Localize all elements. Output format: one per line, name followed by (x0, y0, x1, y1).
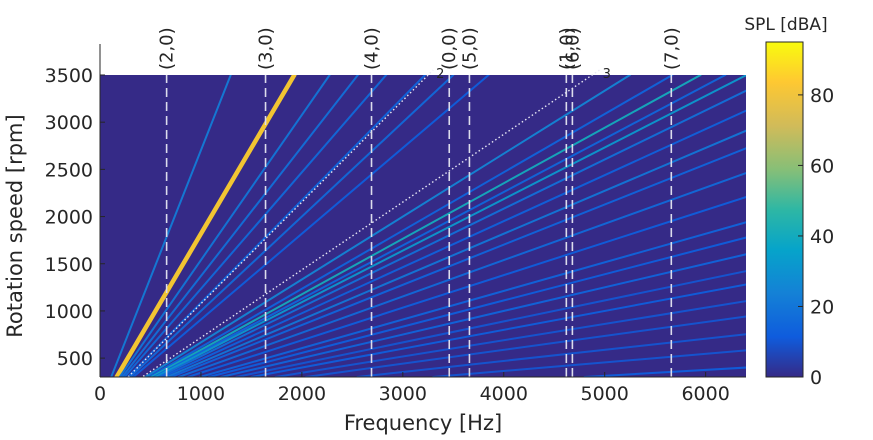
y-tick-label: 2000 (45, 207, 93, 229)
y-tick-label: 1500 (45, 254, 93, 276)
x-tick-label: 5000 (581, 383, 629, 405)
colorbar-tick-label: 60 (810, 155, 834, 177)
mode-label: (5,0) (459, 27, 480, 70)
colorbar-tick-label: 0 (810, 367, 822, 389)
order-reference-label: 2 (436, 67, 444, 82)
order-track (123, 75, 388, 377)
mode-label: (1,0) (556, 27, 577, 70)
x-tick-label: 4000 (480, 383, 528, 405)
colorbar-title: SPL [dBA] (744, 15, 827, 35)
order-track (220, 253, 746, 377)
x-tick-label: 6000 (681, 383, 729, 405)
x-tick-label: 0 (94, 383, 106, 405)
order-track (177, 171, 746, 377)
x-ticks: 0 1000 2000 3000 4000 5000 6000 (94, 372, 730, 405)
mode-label: (2,0) (157, 27, 178, 70)
mode-label: (4,0) (362, 27, 383, 70)
order-track (250, 283, 746, 377)
order-track (154, 75, 746, 377)
y-tick-label: 1000 (45, 301, 93, 323)
order-track (198, 221, 746, 377)
order-track (152, 75, 727, 377)
order-reference-label: 3 (603, 67, 611, 82)
order-track (161, 109, 746, 377)
colorbar-tick-label: 40 (810, 226, 834, 248)
order-track (110, 75, 232, 377)
mode-label: (3,0) (256, 27, 277, 70)
order-track (118, 75, 331, 377)
order-track (235, 270, 746, 377)
mode-label: (6,0) (562, 27, 583, 70)
order-track (274, 300, 746, 377)
mode-lines: (2,0) (3,0) (4,0) (0,0) (5,0) (1,0)(6,0) (7,0) (157, 27, 682, 377)
colorbar-tick-label: 20 (810, 296, 834, 318)
order-reference-line (127, 69, 434, 377)
y-ticks: 500 1000 1500 2000 2500 3000 3500 (45, 65, 105, 370)
order-track (208, 236, 746, 377)
order-track (132, 75, 490, 377)
x-tick-label: 3000 (379, 383, 427, 405)
order-track (121, 75, 359, 377)
y-tick-label: 3000 (45, 112, 93, 134)
y-tick-label: 3500 (45, 65, 93, 87)
order-track (129, 75, 455, 377)
x-tick-label: 1000 (177, 383, 225, 405)
order-reference-line (140, 69, 601, 377)
order-track (150, 75, 702, 377)
y-axis-title: Rotation speed [rpm] (3, 114, 27, 337)
order-track (126, 75, 427, 377)
order-track (148, 75, 674, 377)
x-axis-title: Frequency [Hz] (344, 411, 502, 435)
x-tick-label: 2000 (278, 383, 326, 405)
order-track (186, 195, 746, 377)
colorbar (765, 41, 804, 378)
colorbar-ticks: 0 20 40 60 80 (798, 85, 834, 389)
plot-background (100, 75, 746, 377)
order-track (114, 75, 297, 377)
mode-label: (0,0) (439, 27, 460, 70)
order-track (170, 147, 746, 377)
mode-label: (7,0) (661, 27, 682, 70)
order-track (144, 75, 631, 377)
order-track (157, 89, 746, 377)
y-tick-label: 2500 (45, 159, 93, 181)
colorbar-tick-label: 80 (810, 85, 834, 107)
order-track (165, 129, 746, 377)
y-tick-label: 500 (57, 348, 93, 370)
